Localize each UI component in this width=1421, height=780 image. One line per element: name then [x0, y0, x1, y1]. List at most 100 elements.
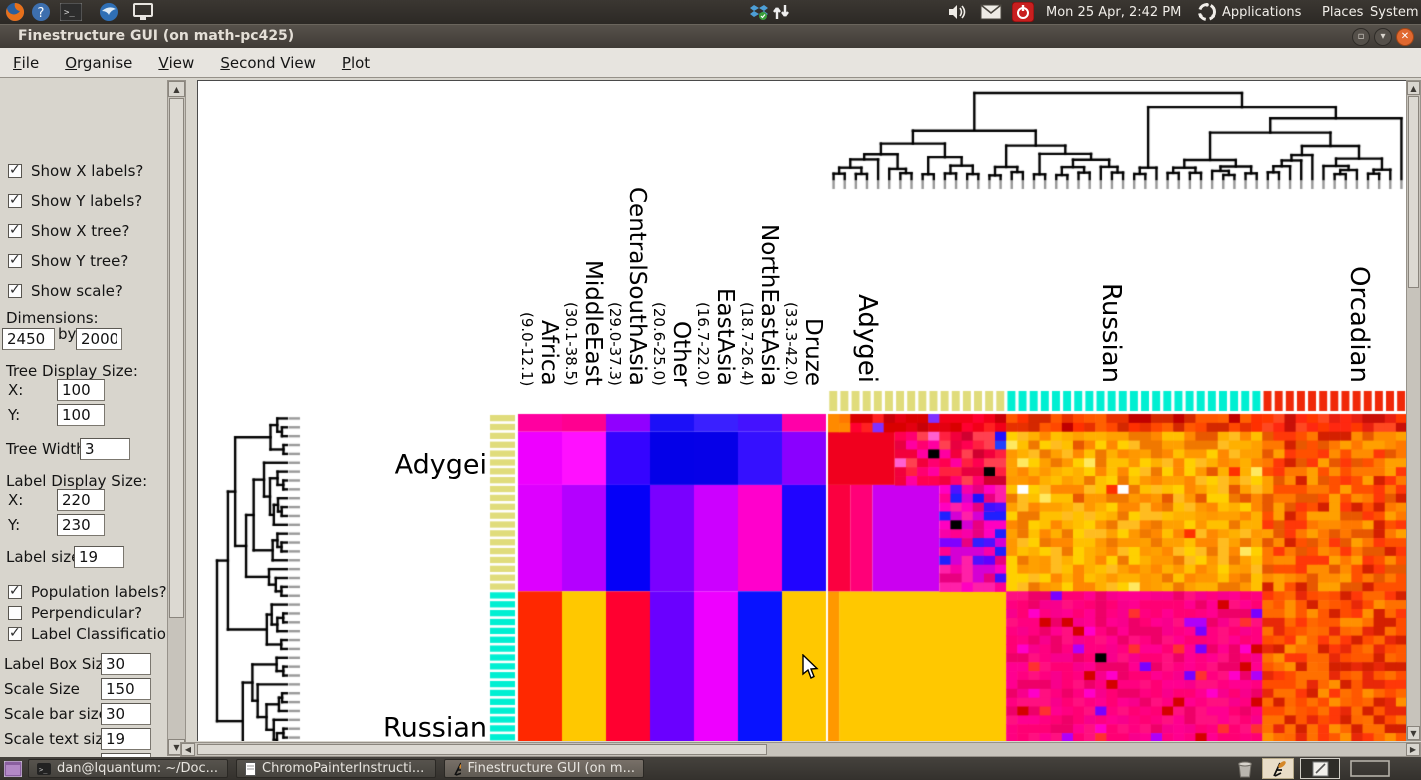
- tree-width-field[interactable]: [80, 438, 130, 460]
- show-scale-checkbox[interactable]: Show scale?: [8, 282, 123, 300]
- label-x-field[interactable]: [57, 489, 105, 511]
- scroll-up-icon[interactable]: ▲: [1407, 81, 1420, 95]
- scale-size-label: Scale Size: [4, 680, 80, 698]
- plot-area[interactable]: (9.0-12.1)Africa (30.1-38.5)MiddleEast (…: [197, 80, 1406, 741]
- menu-system[interactable]: System: [1370, 4, 1419, 20]
- checkbox-icon[interactable]: [8, 625, 22, 641]
- col-group-label-russian: Russian: [1096, 282, 1126, 383]
- task-document[interactable]: ChromoPainterInstructi...: [236, 759, 436, 778]
- document-icon: [245, 761, 256, 776]
- label-box-size-field[interactable]: [101, 653, 151, 675]
- label-y-label: Y:: [8, 516, 21, 534]
- show-y-labels-checkbox[interactable]: Show Y labels?: [8, 192, 142, 210]
- svg-text:?: ?: [38, 6, 45, 21]
- tree-y-field[interactable]: [57, 404, 105, 426]
- tree-y-label: Y:: [8, 406, 21, 424]
- col-label-eastasia: (16.7-22.0)EastAsia: [694, 288, 738, 386]
- show-desktop-icon[interactable]: [2, 758, 24, 779]
- sidebar-scrollbar[interactable]: ▲ ▼: [167, 80, 186, 756]
- taskbar: >_ dan@lquantum: ~/Doc... ChromoPainterI…: [0, 757, 1421, 780]
- trash-icon[interactable]: [1232, 758, 1258, 779]
- scroll-left-icon[interactable]: ◀: [181, 743, 195, 756]
- menu-places[interactable]: Places: [1322, 4, 1364, 20]
- label-classification-checkbox[interactable]: Label Classification?: [8, 625, 183, 643]
- shade-button[interactable]: ▾: [1374, 28, 1392, 46]
- close-button[interactable]: ✕: [1396, 28, 1414, 46]
- mouse-cursor: [802, 654, 819, 679]
- checkbox-icon[interactable]: [8, 606, 22, 620]
- show-x-tree-checkbox[interactable]: Show X tree?: [8, 222, 129, 240]
- scale-text-size-label: Scale text size: [4, 730, 113, 748]
- checkbox-icon[interactable]: [8, 222, 22, 238]
- scroll-right-icon[interactable]: ▶: [1406, 743, 1420, 756]
- col-label-other: (20.6-25.0)Other: [650, 302, 694, 386]
- dimension-height-field[interactable]: [76, 328, 122, 350]
- row-group-label-russian: Russian: [383, 712, 487, 742]
- perpendicular-checkbox[interactable]: Perpendicular?: [8, 604, 142, 622]
- checkbox-icon[interactable]: [8, 192, 22, 208]
- scroll-up-icon[interactable]: ▲: [168, 81, 185, 97]
- volume-icon[interactable]: [946, 1, 968, 23]
- window-titlebar[interactable]: Finestructure GUI (on math-pc425) ▫ ▾ ✕: [0, 24, 1421, 48]
- show-y-tree-checkbox[interactable]: Show Y tree?: [8, 252, 128, 270]
- plot-vscrollbar-thumb[interactable]: [1408, 96, 1419, 288]
- col-group-label-adygei: Adygei: [852, 294, 882, 383]
- coancestry-heatmap-canvas[interactable]: [198, 81, 1406, 741]
- checkbox-icon[interactable]: [8, 583, 22, 599]
- task-finestructure[interactable]: Finestructure GUI (on m...: [444, 759, 644, 778]
- tree-x-field[interactable]: [57, 379, 105, 401]
- svg-text:>_: >_: [64, 8, 75, 18]
- network-updown-icon[interactable]: [770, 1, 792, 23]
- plot-hscrollbar-thumb[interactable]: [197, 744, 767, 755]
- terminal-icon[interactable]: >_: [60, 1, 82, 23]
- checkbox-icon[interactable]: [8, 282, 22, 298]
- col-label-northeastasia: (18.7-26.4)NorthEastAsia: [738, 223, 782, 386]
- scale-text-size-field[interactable]: [101, 728, 151, 750]
- label-box-size-label: Label Box Size: [4, 655, 113, 673]
- label-size-label: Label size:: [6, 548, 86, 566]
- tray-finestructure-icon[interactable]: [1262, 758, 1294, 779]
- col-label-middleeast: (30.1-38.5)MiddleEast: [562, 260, 606, 386]
- population-labels-checkbox[interactable]: Population labels?: [8, 583, 167, 601]
- checkbox-icon[interactable]: [8, 162, 22, 178]
- help-icon[interactable]: ?: [30, 1, 52, 23]
- mail-icon[interactable]: [980, 1, 1002, 23]
- scroll-down-icon[interactable]: ▼: [1407, 726, 1420, 740]
- dimensions-label: Dimensions:: [6, 309, 99, 327]
- workspace-switcher[interactable]: [1348, 758, 1392, 779]
- col-label-centralsouthasia: (29.0-37.3)CentralSouthAsia: [606, 187, 650, 386]
- dropbox-icon[interactable]: [748, 1, 770, 23]
- scale-bar-size-field[interactable]: [101, 703, 151, 725]
- tree-width-label: Tree Width:: [6, 440, 91, 458]
- menu-applications[interactable]: Applications: [1222, 4, 1302, 20]
- display-icon[interactable]: [132, 1, 154, 23]
- plot-vscrollbar[interactable]: ▲ ▼: [1406, 80, 1421, 741]
- plot-hscrollbar[interactable]: ◀ ▶: [180, 742, 1421, 757]
- checkbox-icon[interactable]: [8, 252, 22, 268]
- top-panel: ? >_ Mon 25 Apr, 2:42 PM Applica: [0, 0, 1421, 24]
- window-title: Finestructure GUI (on math-pc425): [18, 28, 295, 44]
- firefox-icon[interactable]: [4, 1, 26, 23]
- clock[interactable]: Mon 25 Apr, 2:42 PM: [1046, 4, 1182, 20]
- thunderbird-icon[interactable]: [98, 1, 120, 23]
- minimize-button[interactable]: ▫: [1352, 28, 1370, 46]
- scale-size-field[interactable]: [101, 678, 151, 700]
- task-terminal[interactable]: >_ dan@lquantum: ~/Doc...: [28, 759, 228, 778]
- dimensions-by-label: by: [58, 325, 77, 343]
- power-icon[interactable]: [1012, 1, 1034, 23]
- settings-sidebar: Show X labels? Show Y labels? Show X tre…: [0, 78, 183, 780]
- dimension-width-field[interactable]: [2, 328, 55, 350]
- label-display-size-label: Label Display Size:: [6, 472, 148, 490]
- label-y-field[interactable]: [57, 514, 105, 536]
- sidebar-scrollbar-thumb[interactable]: [169, 98, 184, 618]
- label-size-field[interactable]: [74, 546, 124, 568]
- tray-notes-icon[interactable]: [1300, 758, 1340, 779]
- tree-display-size-label: Tree Display Size:: [6, 362, 138, 380]
- show-x-labels-checkbox[interactable]: Show X labels?: [8, 162, 143, 180]
- tree-x-label: X:: [8, 381, 24, 399]
